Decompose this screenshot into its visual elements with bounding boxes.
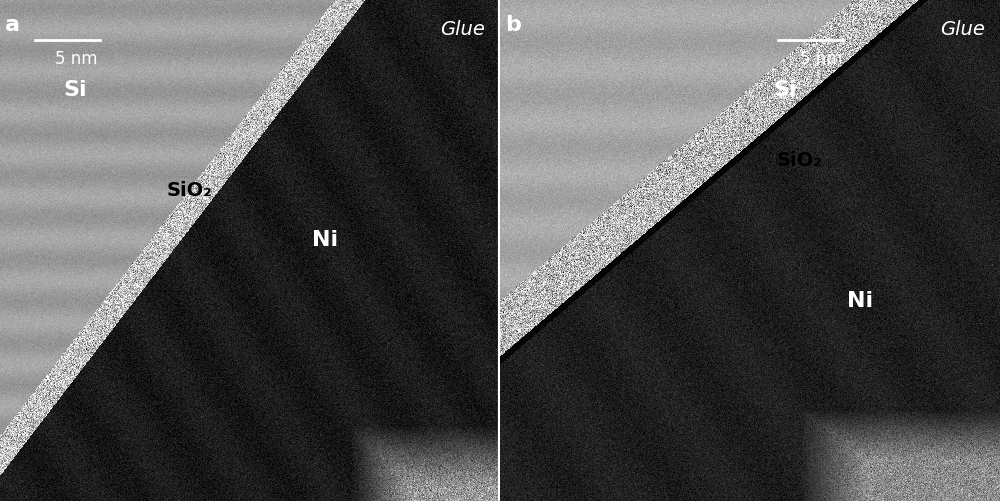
Text: Ni: Ni xyxy=(847,291,873,311)
Text: 5 nm: 5 nm xyxy=(55,50,98,68)
Text: Glue: Glue xyxy=(440,20,485,39)
Text: Ni: Ni xyxy=(312,230,338,250)
Text: 5 nm: 5 nm xyxy=(800,50,842,68)
Text: Glue: Glue xyxy=(940,20,985,39)
Text: a: a xyxy=(5,15,20,35)
Text: SiO₂: SiO₂ xyxy=(777,151,823,170)
Text: b: b xyxy=(505,15,521,35)
Text: SiO₂: SiO₂ xyxy=(167,181,213,200)
Text: Si: Si xyxy=(773,80,797,100)
Text: Si: Si xyxy=(63,80,87,100)
